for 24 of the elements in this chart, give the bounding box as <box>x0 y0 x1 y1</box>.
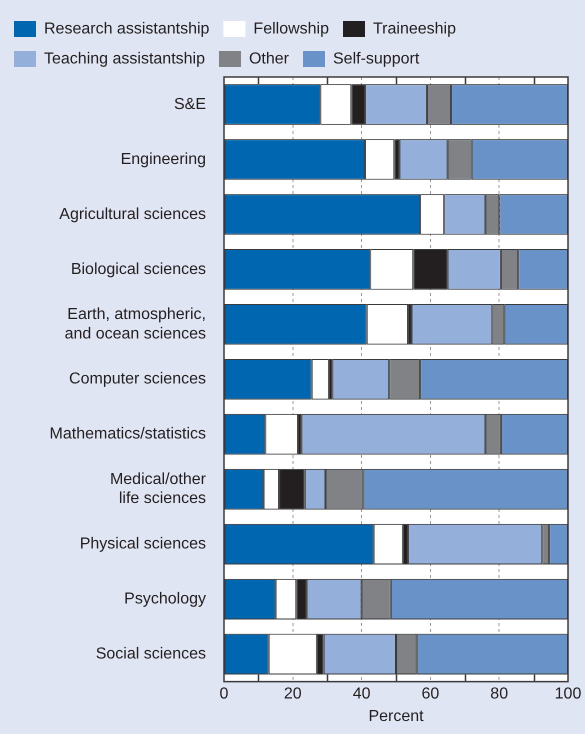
x-tick-label: 100 <box>554 686 582 703</box>
y-tick-label: Engineering <box>120 150 206 168</box>
x-axis-title: Percent <box>368 708 424 725</box>
y-tick-label: Earth, atmospheric, and ocean sciences <box>64 306 206 342</box>
x-tick-label: 0 <box>220 686 229 703</box>
y-tick-label: Physical sciences <box>80 536 206 553</box>
legend-label: Other <box>248 50 290 68</box>
legend-label: Research assistantship <box>44 20 210 38</box>
x-tick-label: 20 <box>284 686 302 703</box>
x-tick-label: 40 <box>352 686 371 703</box>
y-tick-label: Computer sciences <box>69 370 206 388</box>
legend-label: Traineeship <box>373 20 456 38</box>
legend-label: Teaching assistantship <box>44 50 206 68</box>
y-tick-label: Mathematics/statistics <box>50 426 206 443</box>
y-tick-label: Social sciences <box>96 646 206 663</box>
x-tick-label: 60 <box>422 686 440 703</box>
y-tick-label: Agricultural sciences <box>59 206 206 223</box>
legend-label: Self-support <box>333 50 420 68</box>
legend-label: Fellowship <box>253 20 330 38</box>
x-tick-label: 80 <box>490 686 508 703</box>
y-tick-label: Biological sciences <box>70 260 206 278</box>
y-tick-label: Medical/other life sciences <box>110 471 207 508</box>
y-tick-label: S&E <box>174 96 206 113</box>
y-tick-label: Psychology <box>124 590 206 608</box>
